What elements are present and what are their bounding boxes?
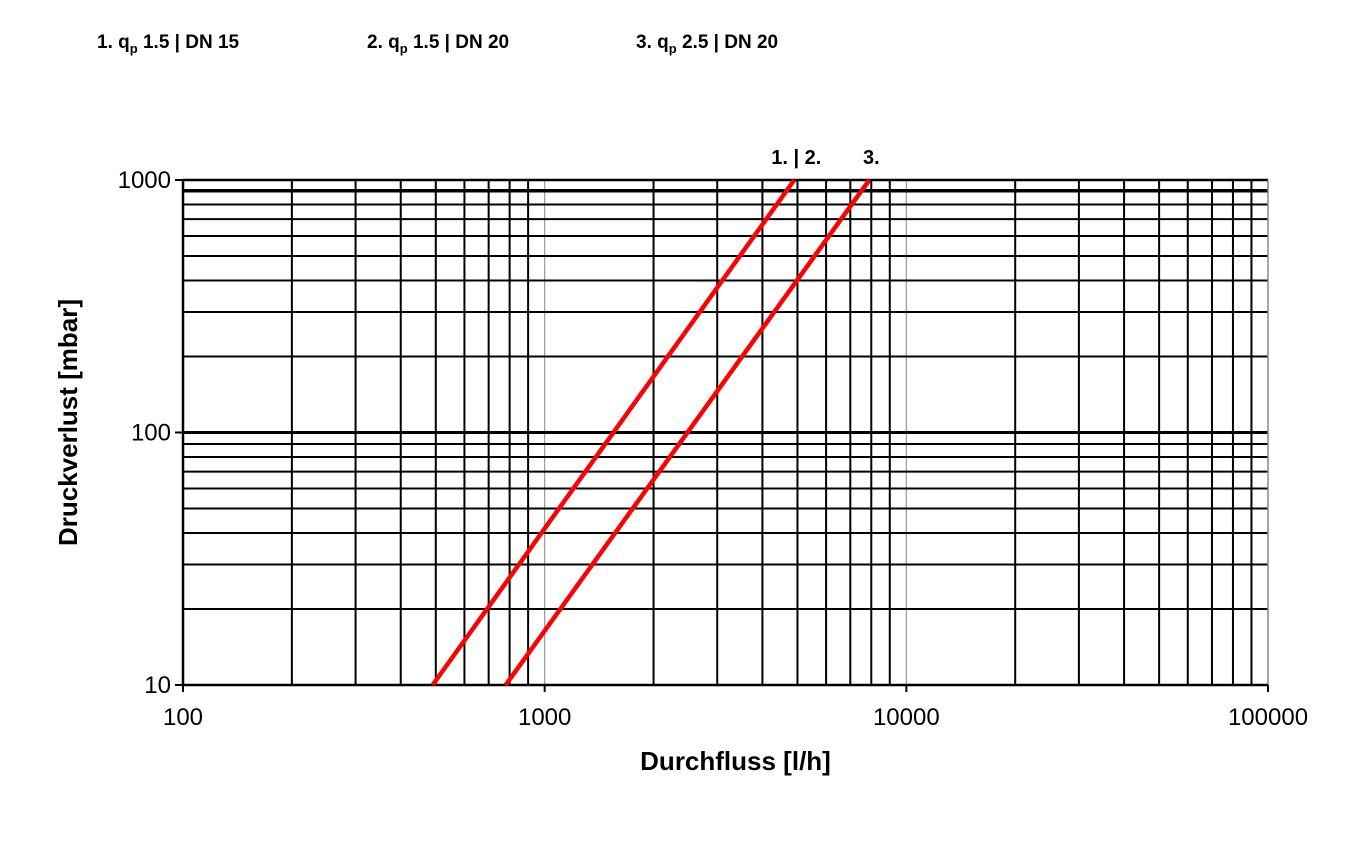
x-tick-label: 100000: [1228, 704, 1308, 731]
series-line-2: [503, 178, 872, 687]
legend-item-3: 3. qp 2.5 | DN 20: [636, 32, 779, 56]
series-label-2: 3.: [863, 147, 880, 169]
series-line-1: [430, 178, 797, 687]
grid: [183, 180, 1268, 685]
x-tick-label: 10000: [873, 704, 940, 731]
legend-q: q: [118, 32, 130, 53]
legend-text: 1.5 | DN 15: [142, 32, 240, 53]
y-tick-label: 100: [131, 420, 171, 447]
y-tick-label: 10: [144, 672, 171, 699]
legend-q-subscript: p: [399, 41, 408, 56]
legend-number: 1.: [97, 32, 113, 53]
x-tick-label: 1000: [518, 704, 571, 731]
labels: 100 1000 10000 100000 10 100 1000 Durchfluss [l…: [53, 147, 1308, 776]
legend-text: 1.5 | DN 20: [412, 32, 510, 53]
legend-item-2: 2. qp 1.5 | DN 20: [367, 32, 510, 56]
legend-number: 2.: [367, 32, 383, 53]
x-axis-title: Durchfluss [l/h]: [640, 746, 831, 776]
series-label-1: 1. | 2.: [771, 147, 821, 169]
x-tick-label: 100: [163, 704, 203, 731]
axes: [175, 178, 1269, 692]
legend-text: 2.5 | DN 20: [681, 32, 779, 53]
y-tick-label: 1000: [118, 167, 171, 194]
series: [430, 178, 872, 687]
legend: 1. qp 1.5 | DN 15 2. qp 1.5 | DN 20 3. q…: [0, 32, 1360, 62]
legend-number: 3.: [636, 32, 652, 53]
legend-q: q: [657, 32, 669, 53]
y-axis-title: Druckverlust [mbar]: [53, 299, 83, 546]
legend-q: q: [388, 32, 400, 53]
legend-q-subscript: p: [129, 41, 138, 56]
legend-item-1: 1. qp 1.5 | DN 15: [97, 32, 240, 56]
legend-q-subscript: p: [668, 41, 677, 56]
